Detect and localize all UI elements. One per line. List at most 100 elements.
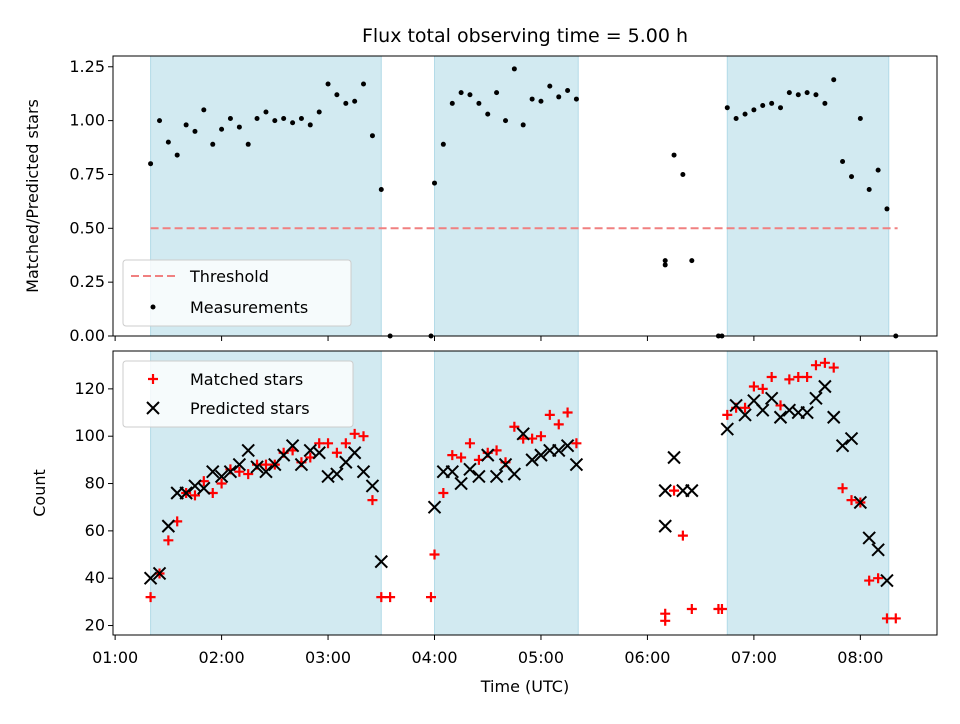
matched-stars-point	[358, 431, 369, 442]
matched-stars-point	[509, 421, 520, 432]
y-tick-label: 100	[74, 426, 105, 445]
matched-stars-point	[873, 573, 884, 584]
measurement-point	[148, 161, 154, 167]
predicted-stars-point	[463, 462, 477, 477]
predicted-stars-point	[862, 531, 876, 545]
matched-stars-point	[819, 357, 830, 368]
legend-predicted-label: Predicted stars	[190, 399, 310, 418]
matched-stars-point	[784, 374, 795, 385]
measurement-point	[573, 96, 579, 102]
y-tick-label: 20	[85, 616, 105, 635]
predicted-stars-point	[321, 469, 335, 484]
matched-stars-point	[722, 409, 733, 420]
x-tick-label: 03:00	[305, 648, 351, 667]
measurement-point	[724, 105, 730, 111]
y-tick-label: 0.25	[69, 272, 105, 291]
matched-stars-point	[385, 592, 396, 603]
predicted-stars-point	[764, 391, 779, 406]
measurement-point	[157, 118, 163, 124]
predicted-stars-point	[800, 405, 814, 420]
matched-stars-point	[323, 438, 334, 449]
legend-matched-swatch	[148, 374, 158, 384]
matched-stars-point	[314, 438, 325, 449]
matched-stars-point	[535, 431, 546, 442]
top-panel-marks	[148, 66, 899, 339]
measurement-point	[778, 105, 784, 111]
predicted-stars-point	[179, 486, 193, 500]
measurement-point	[449, 100, 455, 106]
predicted-stars-point	[738, 408, 752, 422]
matched-stars-point	[243, 469, 254, 480]
matched-stars-point	[686, 603, 697, 614]
y-tick-label: 0.50	[69, 218, 105, 237]
predicted-stars-point	[259, 464, 273, 479]
bottom-panel-frame	[112, 350, 938, 636]
predicted-stars-point	[197, 481, 211, 495]
y-tick-label: 80	[85, 474, 105, 493]
matched-stars-point	[748, 381, 759, 392]
measurement-point	[671, 152, 677, 158]
matched-stars-point	[828, 362, 839, 373]
matched-stars-point	[260, 459, 271, 470]
predicted-stars-point	[507, 467, 522, 481]
measurement-point	[325, 81, 331, 87]
predicted-stars-point	[214, 469, 229, 484]
predicted-stars-point	[844, 431, 859, 446]
measurement-point	[281, 115, 287, 121]
predicted-stars-point	[552, 443, 566, 458]
y-tick-label: 120	[74, 379, 105, 398]
matched-stars-point	[189, 490, 200, 501]
predicted-stars-point	[250, 460, 264, 474]
measurement-point	[378, 187, 384, 193]
matched-stars-point	[340, 438, 351, 449]
matched-stars-point	[890, 613, 901, 624]
predicted-stars-point	[569, 457, 584, 472]
predicted-stars-point	[818, 379, 832, 394]
matched-stars-point	[810, 360, 821, 371]
measurement-point	[822, 100, 828, 106]
measurement-point	[795, 92, 801, 98]
predicted-stars-point	[232, 457, 247, 472]
predicted-stars-point	[161, 519, 176, 533]
bottom-panel-y-ticks: 20 40 60 80 100 120	[74, 379, 113, 635]
measurement-point	[210, 141, 216, 147]
measurement-point	[751, 107, 757, 113]
measurement-point	[334, 92, 340, 98]
predicted-stars-point	[481, 448, 495, 462]
x-ticks: 01:00 02:00 03:00 04:00 05:00 06:00 07:00 08:00	[92, 336, 883, 667]
matched-stars-point	[846, 495, 857, 506]
legend-predicted-swatch	[146, 401, 160, 415]
predicted-stars-point	[152, 566, 167, 581]
matched-stars-point	[163, 535, 174, 546]
predicted-stars-point	[871, 543, 885, 557]
measurement-point	[875, 167, 881, 173]
measurement-point	[476, 100, 482, 106]
predicted-stars-point	[206, 464, 220, 479]
matched-stars-point	[425, 592, 436, 603]
measurement-point	[565, 87, 571, 93]
bottom-legend-box	[122, 360, 354, 428]
measurement-point	[769, 100, 775, 106]
x-tick-label: 07:00	[731, 648, 777, 667]
measurement-point	[511, 66, 517, 72]
matched-stars-point	[740, 402, 751, 413]
measurement-point	[786, 90, 792, 96]
predicted-stars-point	[356, 464, 371, 479]
predicted-stars-point	[880, 573, 894, 588]
x-tick-label: 01:00	[92, 648, 138, 667]
y-tick-label: 40	[85, 568, 105, 587]
predicted-stars-point	[827, 410, 841, 424]
measurement-point	[503, 118, 509, 124]
measurement-point	[520, 122, 526, 128]
predicted-stars-point	[756, 403, 770, 417]
measurement-point	[307, 122, 313, 128]
measurement-point	[742, 111, 748, 117]
measurement-point	[440, 141, 446, 147]
predicted-stars-point	[454, 476, 468, 491]
predicted-stars-point	[685, 483, 699, 498]
matched-stars-point	[429, 549, 440, 560]
matched-stars-point	[349, 428, 360, 439]
measurement-point	[680, 171, 686, 177]
chart-title: Flux total observing time = 5.00 h	[362, 25, 688, 47]
